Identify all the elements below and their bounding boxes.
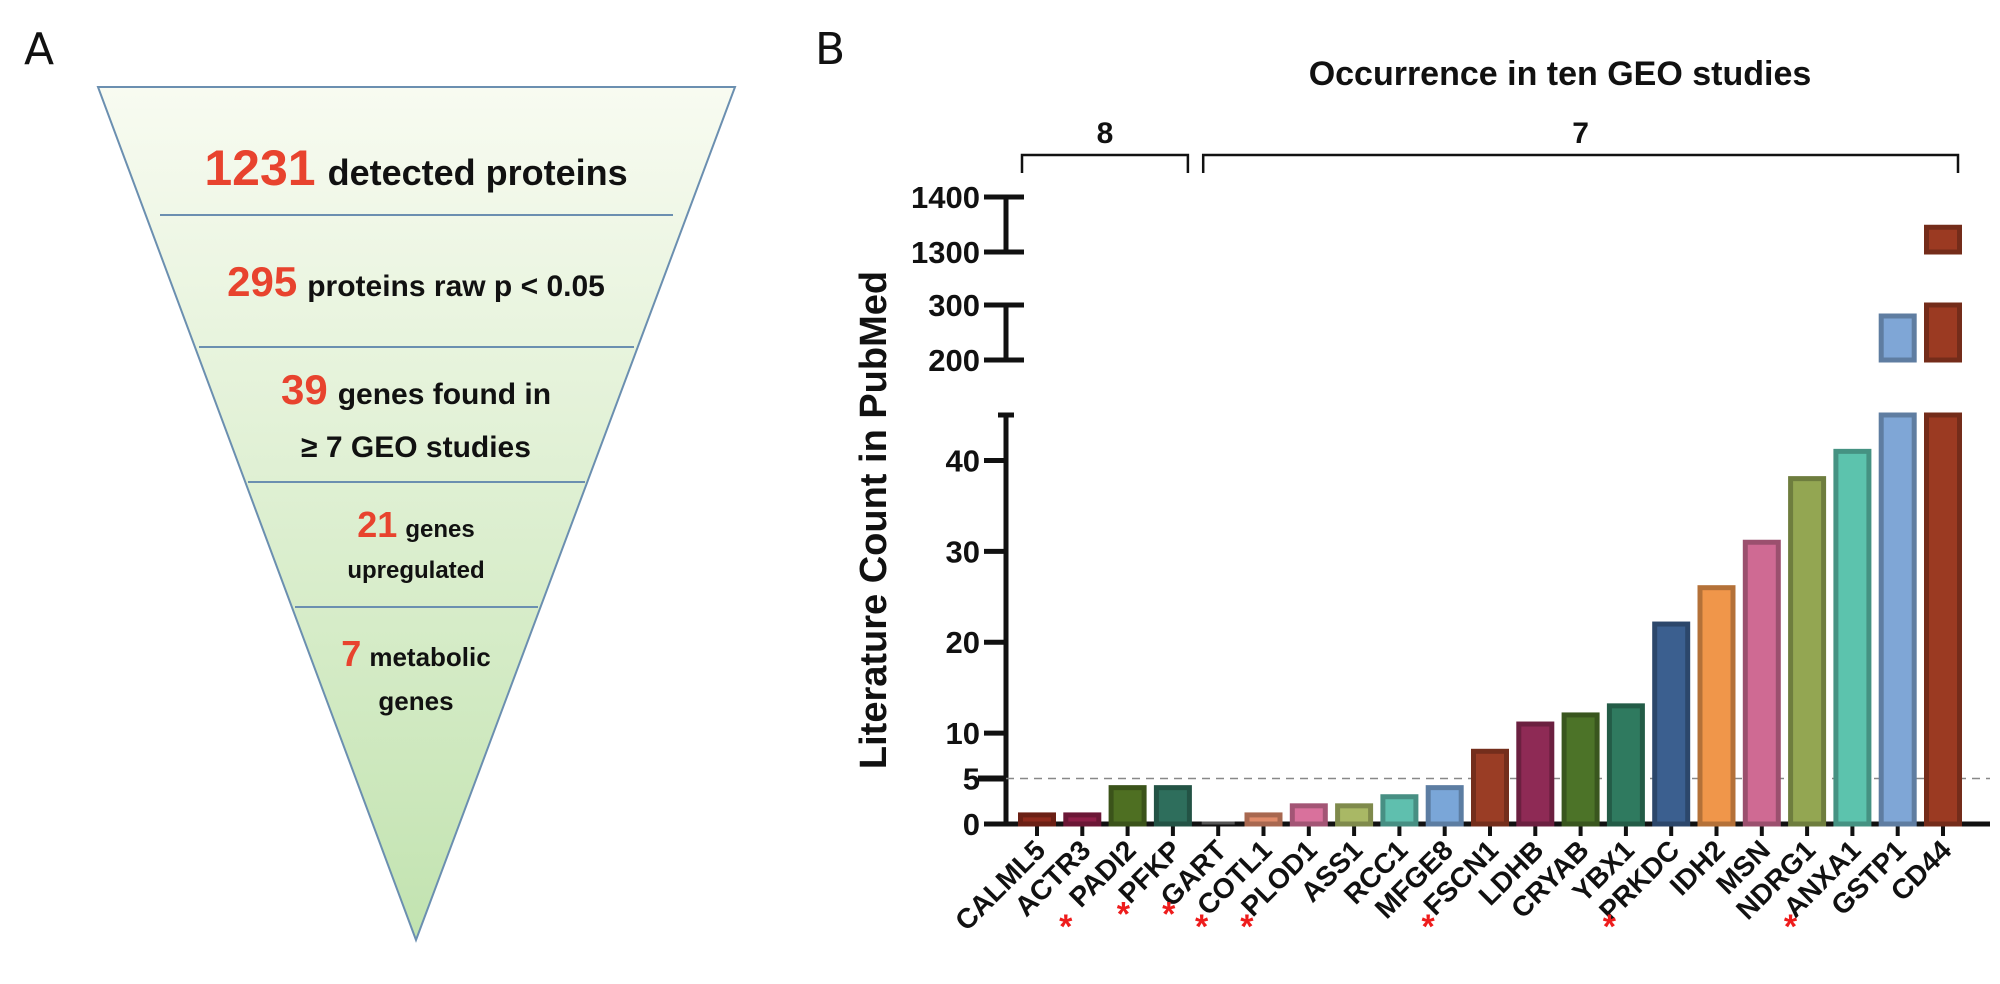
y-tick-label: 40 [946,443,980,478]
group-label: 7 [1572,117,1589,150]
tier-4: 21 genes [357,504,474,545]
bar [1742,539,1781,827]
chart-title: Occurrence in ten GEO studies [1309,55,1812,93]
bar [1924,302,1962,363]
tier-3-line2: ≥ 7 GEO studies [301,431,531,464]
bar [1244,812,1283,827]
bar [1561,712,1600,827]
bar [1516,721,1555,827]
group-bracket [1201,153,1960,173]
y-tick-label: 0 [963,807,980,842]
bar [1606,703,1645,827]
bar [1335,803,1374,827]
group-label: 8 [1097,117,1114,150]
metabolic-marker: * [1240,908,1254,946]
bar [1788,476,1827,827]
bar [1063,812,1102,827]
metabolic-marker: * [1162,895,1176,933]
y-tick-label: 1400 [911,180,980,215]
funnel-diagram: 1231 detected proteins 295 proteins raw p … [96,86,737,943]
tier-5: 7 metabolic [341,633,490,674]
plot-area: 010203040520030013001400CALML5ACTR3PADI2… [911,117,1990,946]
tier-2: 295 proteins raw p < 0.05 [227,258,605,305]
bar [1697,585,1736,827]
tier-5-line2: genes [378,686,453,716]
tier-4-line2: upregulated [347,557,484,584]
panel-b-letter: B [815,24,846,75]
bar [1652,621,1691,827]
panel-a-letter: A [24,24,55,75]
metabolic-marker: * [1195,908,1209,946]
y-axis-label: Literature Count in PubMed [853,271,895,769]
y-tick-label: 300 [928,288,980,323]
bar [1924,412,1962,827]
bar [1108,785,1147,827]
metabolic-marker: * [1603,908,1617,946]
tier-1: 1231 detected proteins [204,140,627,196]
bar [1471,748,1509,827]
metabolic-marker: * [1422,908,1436,946]
bar [1878,412,1917,827]
metabolic-marker: * [1059,908,1073,946]
bar [1833,448,1872,827]
metabolic-marker: * [1784,908,1798,946]
group-bracket [1020,153,1190,173]
y-tick-label: 20 [946,625,980,660]
tier-3: 39 genes found in [281,366,551,413]
y-tick-label: 30 [946,534,980,569]
bar [1380,794,1419,827]
y-tick-label: 200 [928,343,980,378]
funnel-shape [96,86,737,943]
metabolic-marker: * [1117,895,1131,933]
bar [1425,785,1464,827]
bar [1153,785,1192,827]
y-tick-label: 10 [946,716,980,751]
bar [1289,803,1328,827]
y-tick-label: 5 [963,762,980,797]
bar [1878,313,1917,363]
y-tick-label: 1300 [911,235,980,270]
bar [1018,812,1056,827]
bar [1924,224,1962,255]
